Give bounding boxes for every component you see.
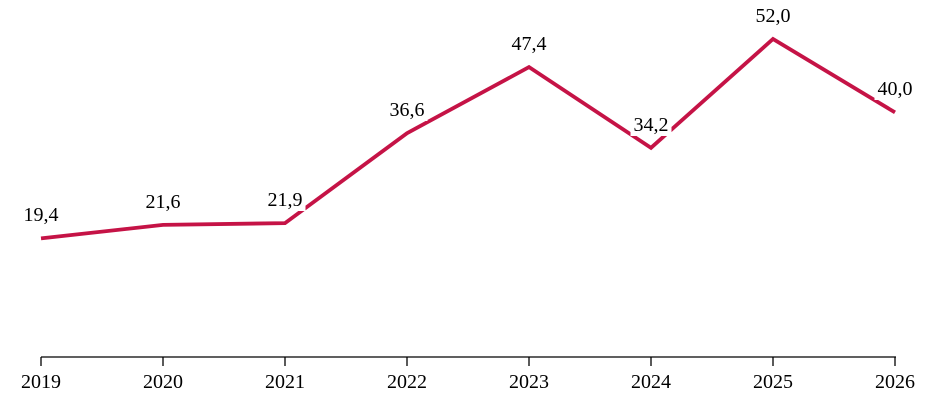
x-tick-label: 2024 [631, 371, 671, 393]
data-point-label: 34,2 [630, 113, 672, 136]
x-tick-label: 2023 [509, 371, 549, 393]
data-point-label: 21,9 [264, 189, 306, 212]
x-tick-label: 2022 [387, 371, 427, 393]
data-point-label: 19,4 [20, 204, 62, 227]
x-tick-label: 2026 [875, 371, 915, 393]
data-point-label: 52,0 [752, 4, 794, 27]
data-point-label: 47,4 [508, 33, 550, 56]
data-point-label: 21,6 [142, 190, 184, 213]
series-line [40, 36, 896, 241]
x-tick-label: 2019 [21, 371, 61, 393]
x-tick-label: 2021 [265, 371, 305, 393]
data-point-label: 36,6 [386, 99, 428, 122]
data-point-label: 40,0 [874, 78, 916, 101]
x-tick-label: 2020 [143, 371, 183, 393]
x-tick-label: 2025 [753, 371, 793, 393]
